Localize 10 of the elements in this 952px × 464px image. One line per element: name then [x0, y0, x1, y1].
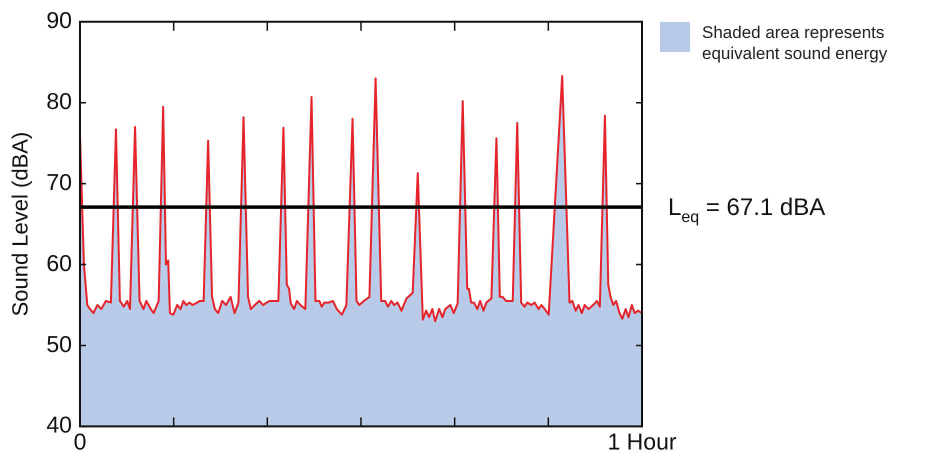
- y-tick-label: 40: [46, 412, 72, 438]
- y-tick-label: 80: [46, 88, 72, 114]
- y-tick-label: 60: [46, 250, 72, 276]
- legend-label: Shaded area represents equivalent sound energy: [702, 22, 888, 64]
- x-tick-label: 0: [74, 428, 86, 455]
- y-tick-label: 70: [46, 168, 72, 195]
- y-tick-label: 50: [46, 330, 72, 357]
- x-tick-label: 1 Hour: [607, 428, 677, 455]
- y-axis-title: Sound Level (dBA): [7, 132, 32, 316]
- y-tick-label: 90: [46, 7, 72, 34]
